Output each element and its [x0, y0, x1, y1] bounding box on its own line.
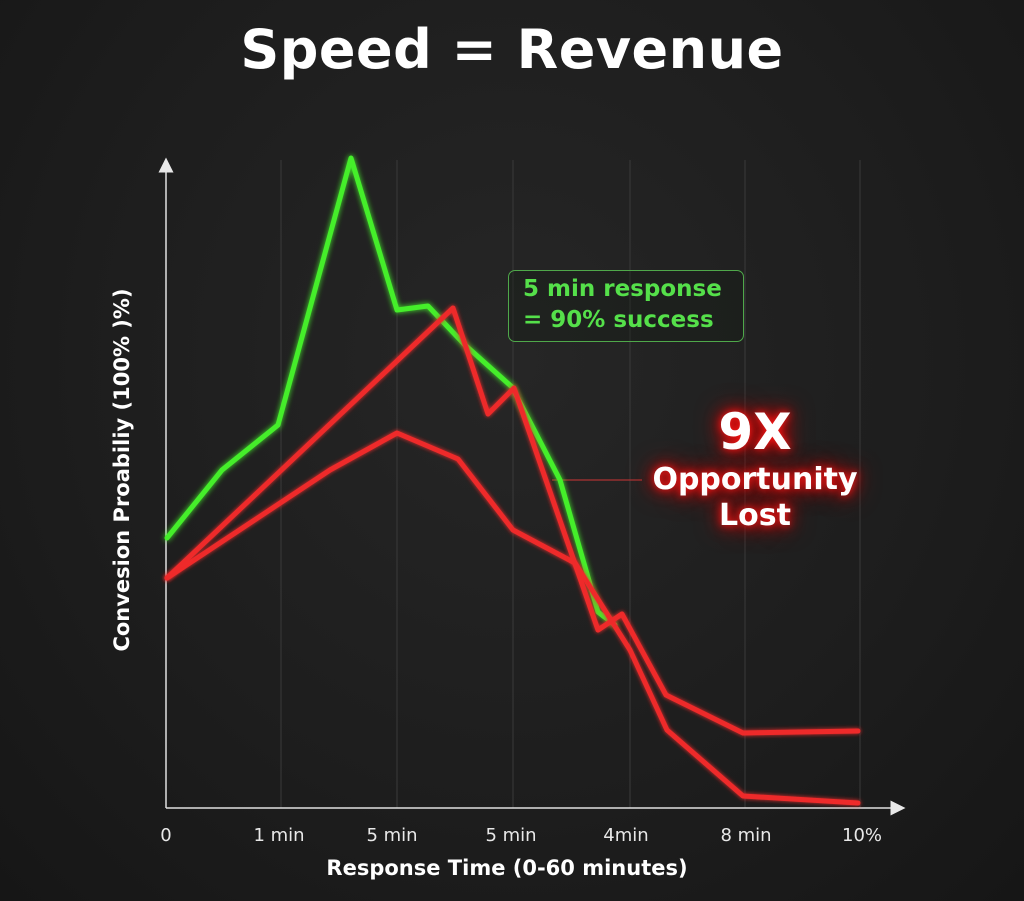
series-green-line [164, 155, 618, 628]
grid-lines [280, 160, 861, 808]
x-tick-label: 1 min [253, 825, 305, 846]
x-tick-label: 10% [841, 825, 883, 846]
x-tick-label: 5 min [366, 825, 418, 846]
success-callout-line1: 5 min response [523, 276, 722, 302]
x-tick-label: 5 min [485, 825, 537, 846]
axes [158, 157, 906, 816]
y-axis-label: Convesion Proabiliy (100% )%) [110, 288, 134, 652]
x-tick-label: 4min [603, 825, 649, 846]
series-red-line-a [164, 305, 861, 736]
success-callout: 5 min response = 90% success [508, 270, 744, 342]
x-tick-label: 0 [160, 825, 172, 846]
opportunity-lost-callout: 9X Opportunity Lost [640, 402, 870, 534]
x-axis-label: Response Time (0-60 minutes) [326, 856, 688, 880]
x-tick-label: 8 min [720, 825, 772, 846]
success-callout-line2: = 90% success [523, 307, 714, 333]
opportunity-text: Opportunity [652, 462, 858, 497]
series-red-line-b [164, 430, 861, 806]
multiplier-value: 9X [718, 403, 792, 461]
lost-text: Lost [719, 498, 791, 533]
chart-title: Speed = Revenue [240, 18, 784, 81]
